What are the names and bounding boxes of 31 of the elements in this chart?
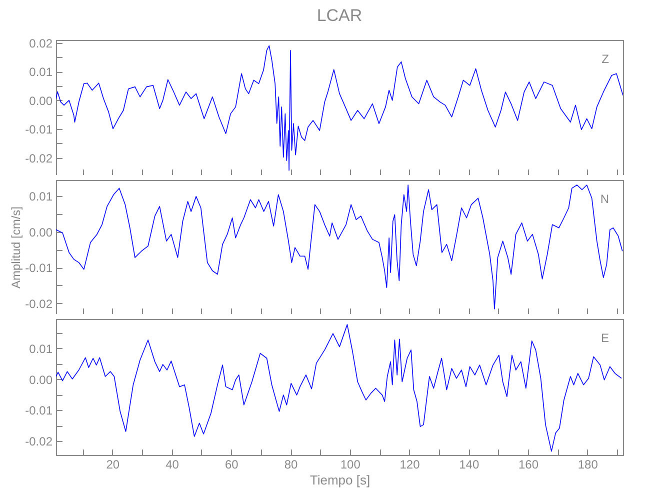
y-tick-label: 0.01 bbox=[29, 342, 53, 356]
x-tick-label: 180 bbox=[578, 458, 598, 472]
y-axis-title: Amplitud [cm/s] bbox=[9, 206, 24, 289]
x-tick-label: 120 bbox=[400, 458, 420, 472]
x-tick-label: 160 bbox=[518, 458, 539, 472]
y-tick-label: 0.00 bbox=[29, 225, 53, 240]
y-tick-label: -0.02 bbox=[25, 296, 53, 311]
y-tick-label: -0.01 bbox=[25, 404, 53, 418]
y-tick-label: 0.02 bbox=[29, 36, 53, 50]
annotation: N bbox=[600, 192, 609, 206]
y-tick-label: 0.00 bbox=[29, 372, 53, 387]
x-tick-label: 20 bbox=[106, 458, 120, 472]
x-tick-label: 100 bbox=[340, 458, 361, 472]
line-series bbox=[56, 45, 623, 171]
x-tick-label: 60 bbox=[224, 458, 239, 472]
y-tick-label: 0.00 bbox=[29, 94, 53, 108]
y-tick-label: 0.01 bbox=[29, 190, 53, 204]
x-axis-title: Tiempo [s] bbox=[310, 472, 370, 488]
chart-title: LCAR bbox=[316, 6, 362, 25]
y-tick-label: 0.01 bbox=[29, 65, 53, 80]
x-tick-label: 80 bbox=[284, 458, 298, 472]
y-tick-label: -0.02 bbox=[25, 151, 53, 166]
y-tick-label: -0.01 bbox=[25, 261, 53, 276]
line-series bbox=[56, 184, 623, 310]
x-tick-label: 40 bbox=[166, 458, 180, 472]
y-tick-label: -0.02 bbox=[25, 434, 53, 449]
y-tick-label: -0.01 bbox=[25, 122, 53, 137]
annotation: Z bbox=[602, 52, 609, 66]
annotation: E bbox=[600, 331, 609, 345]
x-tick-label: 140 bbox=[459, 458, 480, 472]
line-series bbox=[56, 324, 622, 452]
